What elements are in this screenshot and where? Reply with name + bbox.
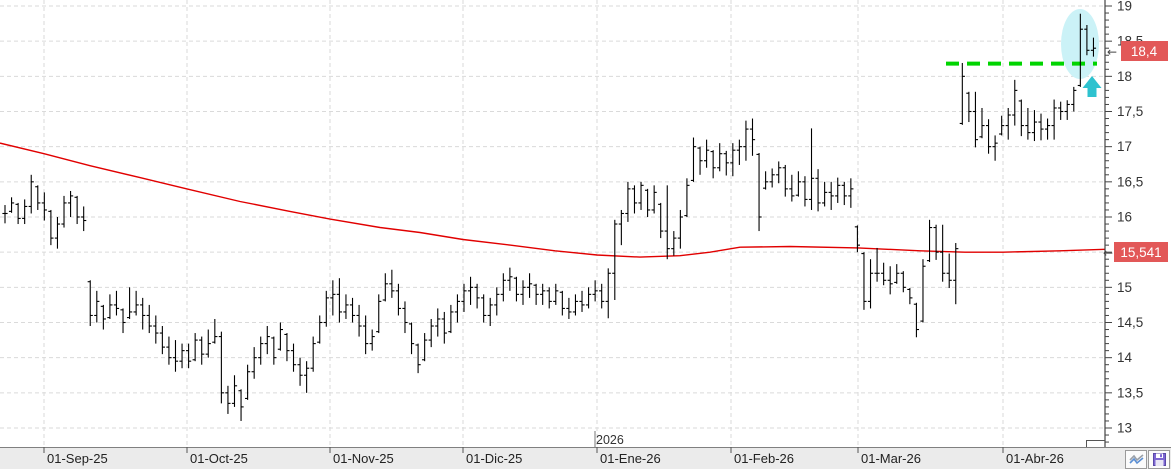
- svg-text:01-Oct-25: 01-Oct-25: [190, 451, 248, 466]
- axis-corner-mark: [1086, 440, 1105, 447]
- svg-text:01-Nov-25: 01-Nov-25: [333, 451, 394, 466]
- svg-text:16: 16: [1117, 209, 1132, 224]
- chart-style-button[interactable]: [1125, 450, 1147, 469]
- svg-text:01-Abr-26: 01-Abr-26: [1006, 451, 1064, 466]
- last-price-label-box: [1121, 41, 1168, 61]
- svg-text:14,5: 14,5: [1117, 315, 1143, 330]
- last-price-arrow-icon: ←: [1107, 45, 1117, 59]
- ma-value-label-box: [1114, 242, 1168, 262]
- svg-text:01-Ene-26: 01-Ene-26: [600, 451, 661, 466]
- price-bars: [2, 13, 1097, 421]
- floppy-icon: [1152, 453, 1166, 466]
- last-price-axis-label: ← 18,4: [1107, 41, 1168, 61]
- svg-text:15: 15: [1117, 280, 1132, 295]
- svg-text:01-Sep-25: 01-Sep-25: [47, 451, 108, 466]
- year-label: 2026: [596, 433, 624, 447]
- moving-average-line: [0, 142, 1106, 258]
- svg-text:19: 19: [1117, 0, 1132, 14]
- svg-text:18: 18: [1117, 69, 1132, 84]
- ma-value-label-text: 15,541: [1120, 245, 1161, 260]
- ma-value-axis-label: ← 15,541: [1103, 242, 1168, 262]
- up-arrow-annotation[interactable]: [1082, 76, 1102, 97]
- zigzag-icon: [1128, 453, 1144, 464]
- svg-text:14: 14: [1117, 350, 1133, 365]
- svg-text:13: 13: [1117, 420, 1132, 435]
- svg-text:01-Feb-26: 01-Feb-26: [734, 451, 794, 466]
- last-price-label-text: 18,4: [1131, 44, 1158, 59]
- svg-text:16,5: 16,5: [1117, 174, 1143, 189]
- ma-value-arrow-icon: ←: [1103, 246, 1113, 260]
- svg-text:01-Dic-25: 01-Dic-25: [466, 451, 522, 466]
- svg-text:13,5: 13,5: [1117, 385, 1143, 400]
- svg-text:17,5: 17,5: [1117, 104, 1143, 119]
- x-axis: 01-Sep-25 01-Oct-25 01-Nov-25 01-Dic-25 01-E…: [0, 447, 1171, 469]
- svg-text:17: 17: [1117, 139, 1132, 154]
- gridlines: [0, 0, 1105, 447]
- save-button[interactable]: [1148, 450, 1170, 469]
- svg-text:01-Mar-26: 01-Mar-26: [861, 451, 921, 466]
